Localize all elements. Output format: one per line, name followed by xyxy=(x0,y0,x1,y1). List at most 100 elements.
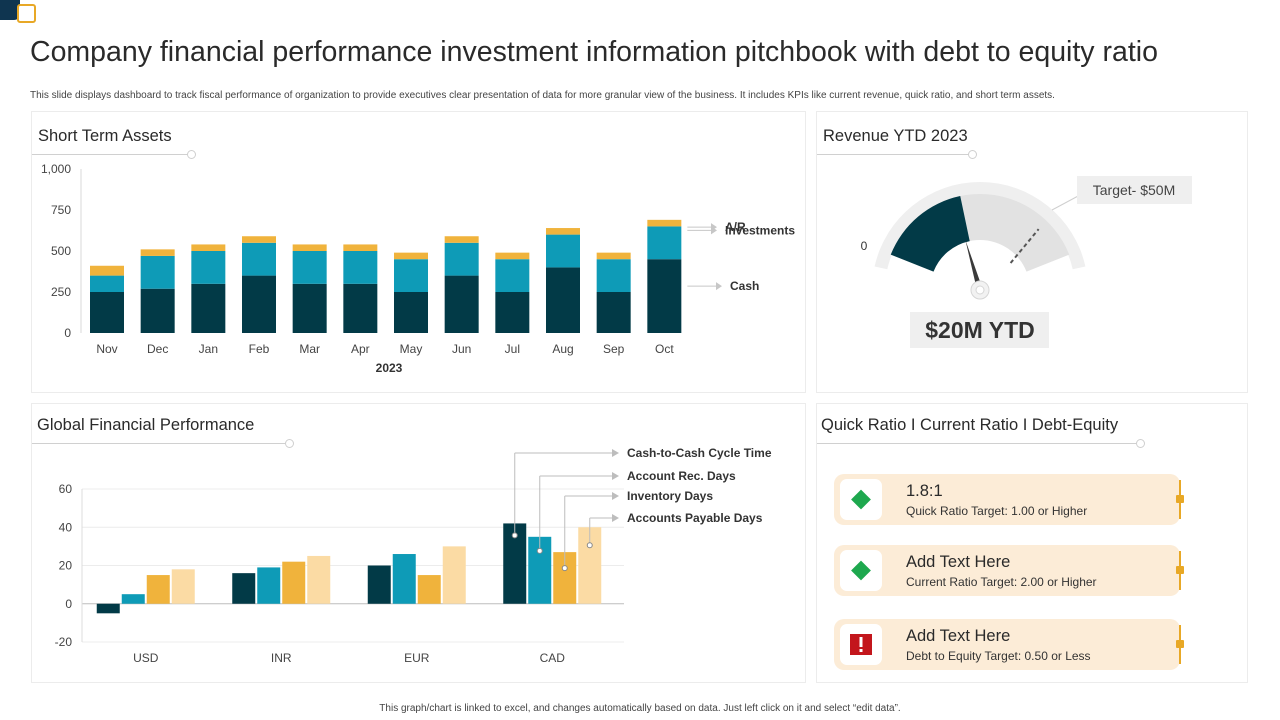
x-tick-label: Jun xyxy=(452,342,471,356)
bar-inventory-days-usd xyxy=(146,575,170,604)
target-leader xyxy=(1051,194,1081,211)
bar-ar-oct xyxy=(647,219,682,227)
bar-investments-oct xyxy=(647,226,682,260)
x-tick-label: Jul xyxy=(505,342,520,356)
kpi-label: Quick Ratio Target: 1.00 or Higher xyxy=(906,504,1088,518)
bar-ar-dec xyxy=(140,249,175,256)
kpi-icon-box xyxy=(840,624,882,665)
bar-cash-feb xyxy=(242,275,276,333)
bar-investments-aug xyxy=(546,234,580,268)
bar-ar-aug xyxy=(546,228,580,235)
legend-label: Cash-to-Cash Cycle Time xyxy=(627,446,772,460)
legend-arrow-icon xyxy=(711,226,717,235)
bar-account-rec-days-usd xyxy=(121,594,145,604)
legend-label-ar: A/R xyxy=(725,220,746,234)
y-tick-label: 500 xyxy=(51,244,71,258)
gauge-min-label: 0 xyxy=(861,239,868,253)
page-subtitle: This slide displays dashboard to track f… xyxy=(30,90,1055,101)
bar-investments-mar xyxy=(292,251,327,284)
y-tick-label: 750 xyxy=(51,203,71,217)
x-axis-label: 2023 xyxy=(376,361,403,375)
x-tick-label: Sep xyxy=(603,342,625,356)
callout-arrow-icon xyxy=(612,492,619,500)
title-divider xyxy=(817,439,1145,448)
bar-investments-may xyxy=(394,259,428,292)
bar-cash-mar xyxy=(292,283,327,333)
legend-label: Accounts Payable Days xyxy=(627,511,763,525)
callout-dot xyxy=(511,532,518,539)
x-tick-label: Mar xyxy=(299,342,320,356)
gauge-value-fill xyxy=(890,196,970,272)
logo-mark-dark xyxy=(0,0,20,20)
legend-label: Account Rec. Days xyxy=(627,469,736,483)
title-divider xyxy=(32,439,294,448)
bar-cash-jun xyxy=(444,275,479,333)
bar-ar-apr xyxy=(343,244,378,251)
callout-dot xyxy=(536,547,543,554)
kpi-icon-box xyxy=(840,550,882,591)
target-label-box xyxy=(1077,176,1192,204)
y-tick-label: 60 xyxy=(59,482,73,496)
gauge-value-label: $20M YTD xyxy=(925,317,1035,343)
kpi-slider-knob xyxy=(1176,495,1184,503)
callout-dot xyxy=(586,542,593,549)
green-diamond-icon xyxy=(851,489,871,510)
legend-label-cash: Cash xyxy=(730,279,759,293)
x-tick-label: Feb xyxy=(249,342,270,356)
legend-label: Inventory Days xyxy=(627,489,713,503)
bar-account-rec-days-cad xyxy=(528,536,552,604)
bar-cash-nov xyxy=(90,292,124,333)
x-tick-label: Jan xyxy=(199,342,218,356)
revenue-title: Revenue YTD 2023 xyxy=(823,127,968,145)
bar-investments-nov xyxy=(90,275,124,292)
x-tick-label: EUR xyxy=(404,651,430,665)
x-tick-label: USD xyxy=(133,651,159,665)
bar-ar-jun xyxy=(444,236,479,243)
x-tick-label: May xyxy=(400,342,423,356)
bar-ar-sep xyxy=(596,252,631,260)
footer-note: This graph/chart is linked to excel, and… xyxy=(379,703,901,714)
global-performance-panel: Global Financial Performance xyxy=(31,403,806,683)
kpi-card-debt-equity: Add Text Here Debt to Equity Target: 0.5… xyxy=(834,619,1184,670)
bar-account-rec-days-inr xyxy=(257,567,281,604)
green-diamond-icon xyxy=(851,560,871,581)
bar-investments-dec xyxy=(140,255,175,289)
bar-cash-jan xyxy=(191,283,226,333)
bar-cash-to-cash-cycle-time-usd xyxy=(96,603,120,614)
bar-inventory-days-cad xyxy=(553,552,577,604)
global-performance-title: Global Financial Performance xyxy=(37,416,255,434)
bar-cash-to-cash-cycle-time-eur xyxy=(367,565,391,604)
bar-investments-apr xyxy=(343,251,378,284)
bar-cash-oct xyxy=(647,259,682,333)
x-tick-label: Aug xyxy=(552,342,573,356)
callout-arrow-icon xyxy=(612,472,619,480)
y-tick-label: 40 xyxy=(59,520,73,534)
bar-ar-jan xyxy=(191,244,226,251)
gauge-hub-inner xyxy=(975,285,985,295)
callout-arrow-icon xyxy=(612,514,619,522)
bar-ar-jul xyxy=(495,252,530,260)
logo-mark-outline xyxy=(17,4,36,23)
bar-investments-jul xyxy=(495,259,530,292)
x-tick-label: Dec xyxy=(147,342,168,356)
gauge-needle xyxy=(965,239,983,290)
kpi-card-quick-ratio: 1.8:1 Quick Ratio Target: 1.00 or Higher xyxy=(834,474,1184,525)
bar-cash-aug xyxy=(546,267,580,333)
bar-cash-may xyxy=(394,292,428,333)
bar-investments-sep xyxy=(596,259,631,292)
gauge-target-label: Target- $50M xyxy=(1093,182,1175,198)
bar-investments-jan xyxy=(191,251,226,284)
y-tick-label: 0 xyxy=(65,597,72,611)
bar-accounts-payable-days-cad xyxy=(578,527,602,604)
kpi-label: Current Ratio Target: 2.00 or Higher xyxy=(906,575,1097,589)
gauge-outer-track xyxy=(874,181,1086,270)
y-tick-label: 1,000 xyxy=(41,162,71,176)
bar-cash-to-cash-cycle-time-inr xyxy=(232,573,256,604)
kpi-value: Add Text Here xyxy=(906,553,1011,571)
bar-ar-mar xyxy=(292,244,327,251)
kpi-value: Add Text Here xyxy=(906,627,1011,645)
title-divider xyxy=(32,150,196,159)
short-term-assets-title: Short Term Assets xyxy=(38,127,172,145)
bar-account-rec-days-eur xyxy=(392,554,416,604)
callout-arrow-icon xyxy=(612,449,619,457)
